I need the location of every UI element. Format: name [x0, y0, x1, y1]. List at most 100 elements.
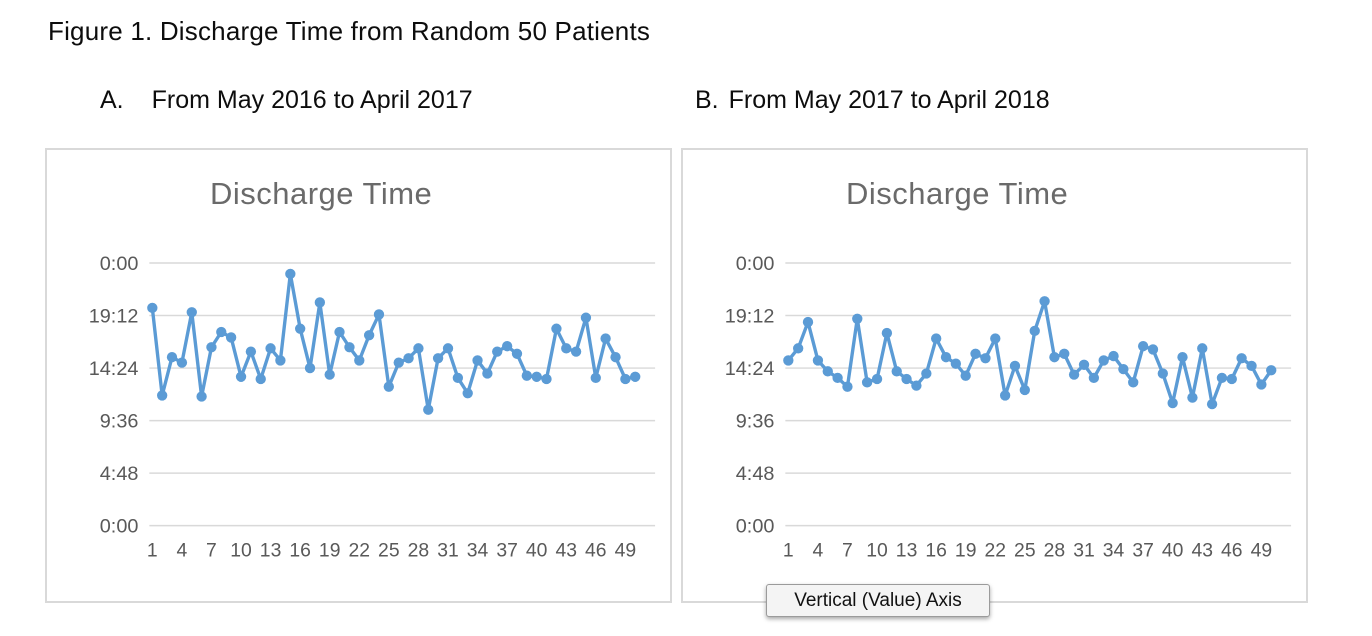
data-point	[1088, 372, 1100, 384]
x-tick-label: 4	[812, 539, 823, 561]
data-point	[531, 371, 542, 382]
data-point	[442, 343, 454, 354]
x-tick-label: 16	[925, 539, 947, 561]
y-tick-label: 19:12	[89, 305, 139, 327]
data-point	[990, 333, 1001, 344]
data-point	[541, 373, 552, 385]
data-point	[1128, 377, 1139, 388]
data-point	[580, 312, 592, 323]
data-point	[822, 366, 833, 377]
y-tick-label: 19:12	[725, 305, 775, 327]
vertical-axis-tooltip: Vertical (Value) Axis	[766, 584, 990, 617]
data-point	[1039, 296, 1050, 307]
data-point	[1019, 384, 1030, 396]
data-point	[285, 268, 296, 280]
data-point	[1206, 398, 1218, 410]
data-point	[147, 302, 158, 314]
panel-b-label: B.	[695, 86, 719, 114]
data-point	[600, 333, 611, 344]
data-point	[363, 330, 375, 341]
y-tick-label: 14:24	[89, 358, 139, 380]
data-point	[1029, 325, 1040, 337]
data-point	[1059, 348, 1070, 359]
data-point	[881, 327, 893, 339]
data-point	[551, 323, 562, 334]
x-tick-label: 46	[585, 539, 607, 561]
x-tick-label: 13	[260, 539, 282, 561]
x-tick-label: 46	[1221, 539, 1243, 561]
chart-b-title: Discharge Time	[845, 176, 1069, 211]
data-point	[186, 307, 197, 318]
chart-a-plot-area[interactable]: 0:00 19:12 14:24 9:36 4:48 0:00 1 4 7 10 13 16 19 22 2…	[47, 150, 670, 601]
y-tick-label: 9:36	[736, 411, 775, 433]
data-point	[1157, 368, 1168, 379]
data-point	[630, 371, 641, 382]
data-point	[235, 371, 247, 382]
data-point	[842, 381, 853, 392]
data-point	[852, 313, 863, 324]
data-point	[383, 381, 394, 392]
data-point	[940, 352, 952, 363]
data-point	[482, 368, 493, 379]
data-point	[452, 372, 464, 384]
x-tick-label: 1	[783, 539, 794, 561]
x-tick-label: 28	[408, 539, 430, 561]
data-point	[911, 380, 922, 391]
data-point	[1226, 373, 1237, 385]
x-tick-label: 10	[866, 539, 888, 561]
data-point	[373, 309, 385, 320]
x-tick-label: 1	[147, 539, 158, 561]
x-tick-label: 4	[176, 539, 187, 561]
data-point	[1049, 352, 1060, 363]
chart-a[interactable]: Discharge Time 0:00 19:12 14:24 9:36 4:48 0:0…	[45, 148, 672, 603]
data-point	[176, 357, 188, 368]
data-point	[590, 372, 601, 384]
data-point	[1246, 360, 1257, 372]
x-tick-label: 43	[555, 539, 577, 561]
chart-a-title: Discharge Time	[209, 176, 433, 211]
y-tick-label: 9:36	[100, 411, 139, 433]
data-point	[871, 373, 883, 385]
x-tick-label: 25	[378, 539, 400, 561]
data-point	[1009, 360, 1021, 372]
data-point	[1197, 343, 1208, 354]
x-tick-label: 37	[496, 539, 518, 561]
x-tick-label: 7	[206, 539, 217, 561]
x-tick-label: 22	[985, 539, 1007, 561]
x-tick-label: 34	[467, 539, 489, 561]
data-point	[521, 370, 532, 381]
data-point	[1266, 365, 1277, 376]
data-point	[931, 333, 942, 344]
data-point	[334, 326, 345, 338]
data-point	[245, 346, 257, 357]
x-tick-label: 19	[319, 539, 341, 561]
data-point	[1216, 372, 1228, 384]
x-tick-label: 34	[1103, 539, 1125, 561]
panel-b-title: From May 2017 to April 2018	[728, 86, 1050, 114]
chart-b[interactable]: Discharge Time 0:00 19:12 14:24 9:36 4:48 0:0…	[681, 148, 1308, 603]
data-point	[324, 369, 335, 380]
data-point	[1078, 359, 1090, 370]
data-point	[891, 366, 902, 377]
x-tick-label: 7	[842, 539, 853, 561]
figure-title: Figure 1. Discharge Time from Random 50 …	[48, 16, 651, 46]
data-point	[1167, 397, 1178, 409]
data-point	[970, 348, 981, 359]
x-tick-label: 28	[1044, 539, 1066, 561]
chart-b-plot-area[interactable]: 0:00 19:12 14:24 9:36 4:48 0:00 1 4 7 10 13 16 19 22 2…	[683, 150, 1306, 601]
data-point	[354, 355, 365, 366]
data-point	[393, 357, 404, 368]
data-point	[432, 353, 444, 364]
data-point	[511, 348, 523, 359]
data-point	[156, 390, 168, 401]
data-point	[980, 353, 991, 364]
data-point	[1177, 352, 1188, 363]
x-tick-label: 10	[230, 539, 252, 561]
y-tick-label: 4:48	[100, 463, 139, 485]
x-tick-label: 16	[289, 539, 311, 561]
data-point	[960, 370, 971, 381]
panel-a-label: A.	[100, 86, 124, 114]
data-point	[255, 373, 266, 385]
data-point	[403, 353, 414, 364]
data-point	[1108, 350, 1119, 362]
